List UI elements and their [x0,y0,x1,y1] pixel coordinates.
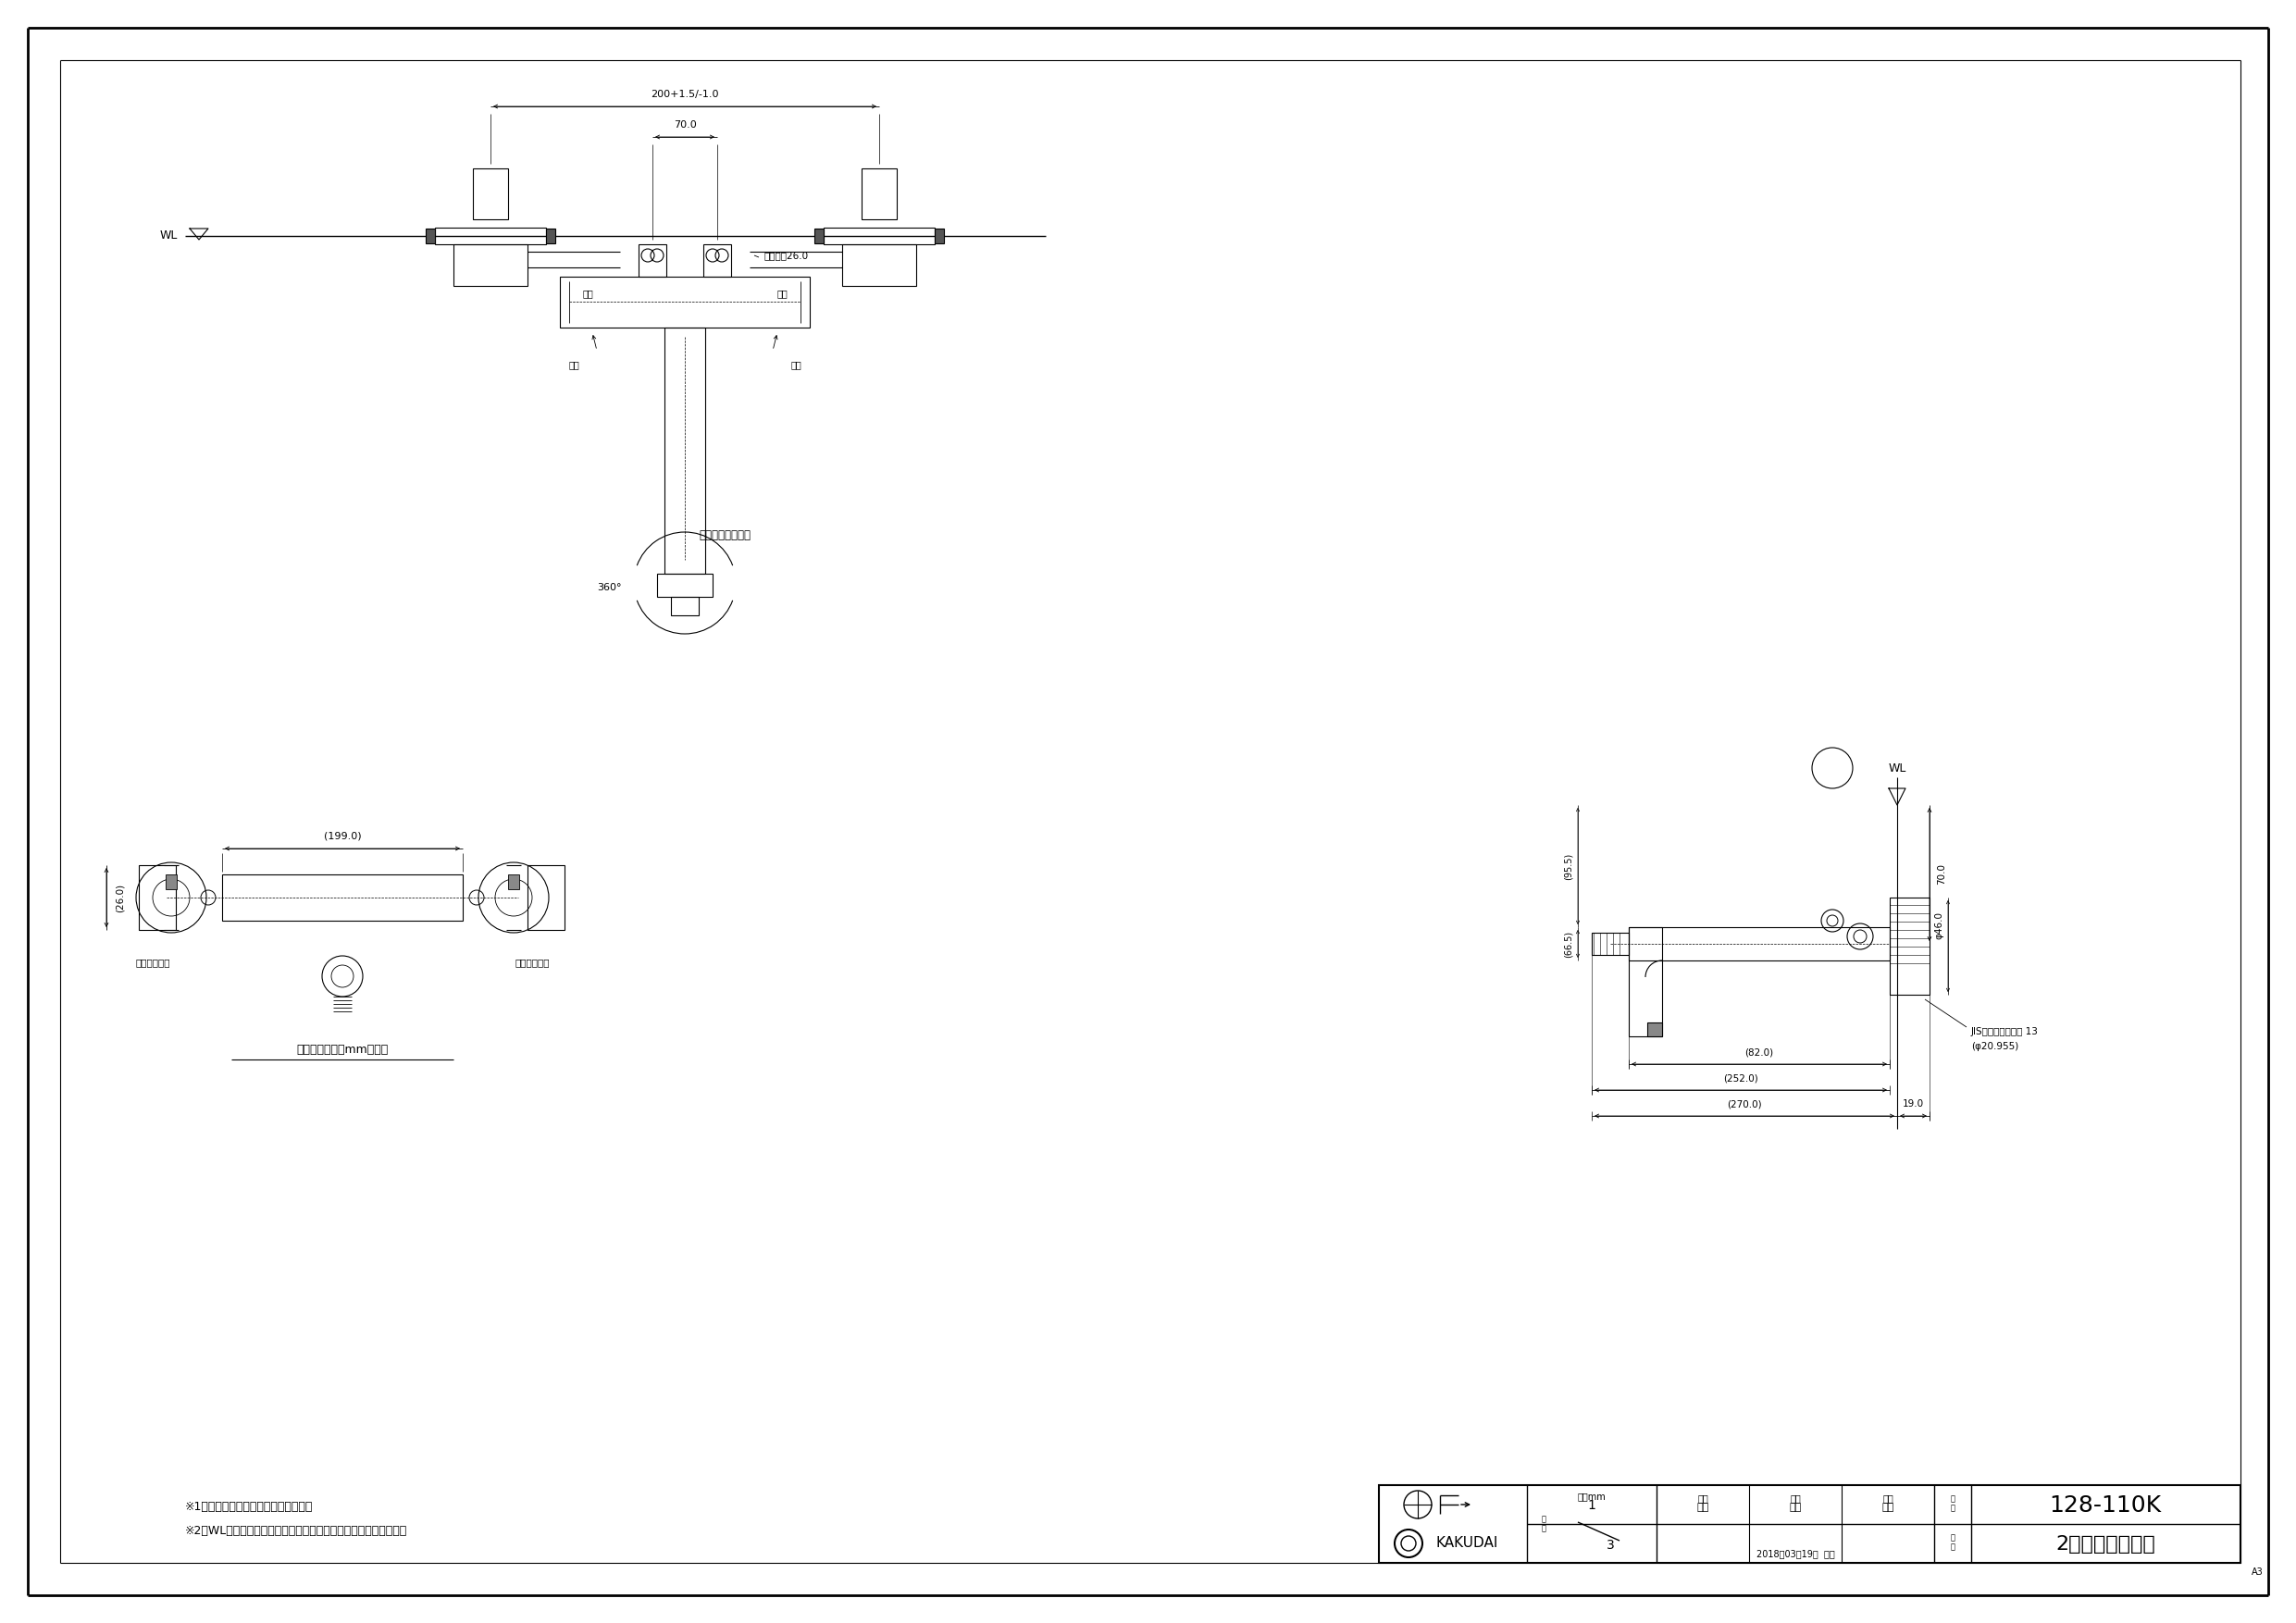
Text: (82.0): (82.0) [1745,1047,1773,1057]
Text: 品
名: 品 名 [1949,1534,1954,1552]
Bar [824,227,934,245]
Bar [1628,927,1662,1037]
Text: 品
番: 品 番 [1949,1495,1954,1513]
Text: WL: WL [1887,761,1906,774]
Bar [223,875,464,920]
Text: 2ハンドル混合栓: 2ハンドル混合栓 [2055,1535,2156,1553]
Text: 中嶋: 中嶋 [1883,1503,1894,1513]
Text: A3: A3 [2252,1568,2264,1576]
Text: (270.0): (270.0) [1727,1099,1761,1109]
Text: 止水: 止水 [776,289,788,299]
Bar [138,865,177,930]
Text: ※1　（　）内寸法は参考寸法である。: ※1 （ ）内寸法は参考寸法である。 [186,1500,312,1513]
Text: (199.0): (199.0) [324,833,360,841]
Text: KAKUDAI: KAKUDAI [1435,1537,1497,1550]
Bar [507,875,519,889]
Text: スパウト回転角度: スパウト回転角度 [698,529,751,540]
Text: 単位mm: 単位mm [1577,1492,1605,1501]
Bar [1628,927,1890,961]
Text: 1: 1 [1587,1500,1596,1513]
Bar [473,169,507,219]
Text: 寒川: 寒川 [1789,1503,1802,1513]
Text: 128-110K: 128-110K [2050,1495,2161,1516]
Bar [670,597,698,615]
Text: 製図: 製図 [1697,1493,1708,1503]
Text: 吐水: 吐水 [569,360,579,368]
Text: (95.5): (95.5) [1564,852,1573,880]
Bar [1646,1022,1662,1037]
Text: WL: WL [161,230,177,242]
Bar [1380,1485,2241,1563]
Bar [843,245,916,286]
Bar [861,169,898,219]
Bar [560,276,810,328]
Text: 70.0: 70.0 [673,120,696,130]
Text: 検図: 検図 [1791,1493,1800,1503]
Text: ※2　WLからの水栓寸法はクランクのねじ込み幅により変化する。: ※2 WLからの水栓寸法はクランクのねじ込み幅により変化する。 [186,1526,406,1537]
Text: 止水: 止水 [583,289,592,299]
Bar [528,865,565,930]
Text: 200+1.5/-1.0: 200+1.5/-1.0 [650,89,719,99]
Text: (66.5): (66.5) [1564,930,1573,958]
Text: (252.0): (252.0) [1724,1073,1759,1083]
Text: 承認: 承認 [1883,1493,1894,1503]
Text: 遠藤: 遠藤 [1697,1503,1708,1513]
Text: 六角対辺26.0: 六角対辺26.0 [765,252,808,260]
Text: 水側ハンドル: 水側ハンドル [514,958,549,967]
Bar [815,229,824,243]
Text: 取付芯々２００mmの場合: 取付芯々２００mmの場合 [296,1044,388,1057]
Bar [1591,933,1628,954]
Bar [1890,898,1929,995]
Text: 19.0: 19.0 [1903,1099,1924,1109]
Bar [434,227,546,245]
Bar [165,875,177,889]
Bar [657,573,712,597]
Text: JIS給水栓取付ねじ 13: JIS給水栓取付ねじ 13 [1972,1027,2039,1037]
Bar [546,229,556,243]
Bar [638,245,666,276]
Text: 尺
度: 尺 度 [1541,1514,1545,1534]
Text: 70.0: 70.0 [1938,863,1947,885]
Text: (φ20.955): (φ20.955) [1972,1042,2018,1052]
Bar [455,245,528,286]
Text: 2018年03月19日  作成: 2018年03月19日 作成 [1756,1548,1835,1558]
Text: 吐水: 吐水 [790,360,801,368]
Text: φ46.0: φ46.0 [1933,912,1942,940]
Bar [934,229,944,243]
Text: 温側ハンドル: 温側ハンドル [135,958,170,967]
Text: 360°: 360° [597,583,622,592]
Text: 3: 3 [1607,1539,1614,1552]
Bar [425,229,434,243]
Bar [703,245,730,276]
Text: (26.0): (26.0) [115,883,124,912]
Bar [664,328,705,573]
